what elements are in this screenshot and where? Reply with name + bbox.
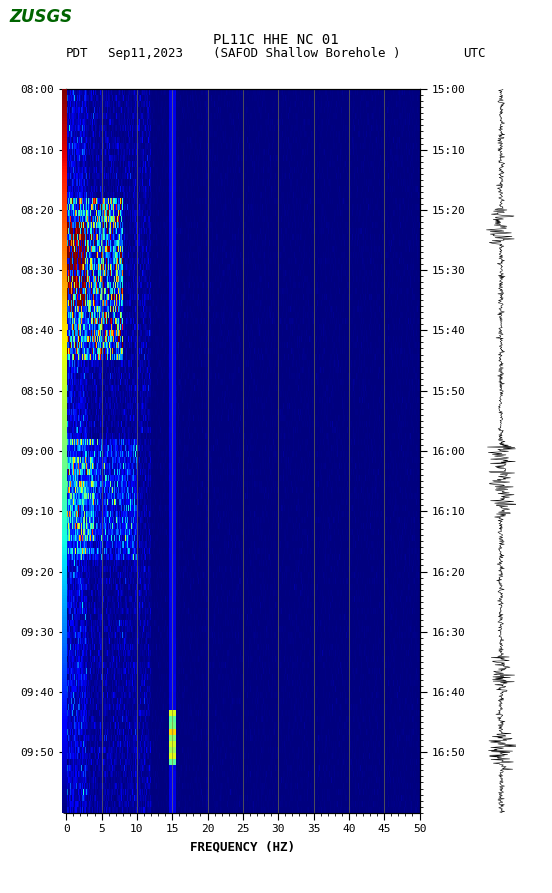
Text: ZUSGS: ZUSGS <box>9 8 72 26</box>
Text: UTC: UTC <box>463 47 486 60</box>
Text: Sep11,2023    (SAFOD Shallow Borehole ): Sep11,2023 (SAFOD Shallow Borehole ) <box>108 47 400 60</box>
X-axis label: FREQUENCY (HZ): FREQUENCY (HZ) <box>190 840 295 853</box>
Text: PDT: PDT <box>66 47 89 60</box>
Text: PL11C HHE NC 01: PL11C HHE NC 01 <box>213 33 339 47</box>
